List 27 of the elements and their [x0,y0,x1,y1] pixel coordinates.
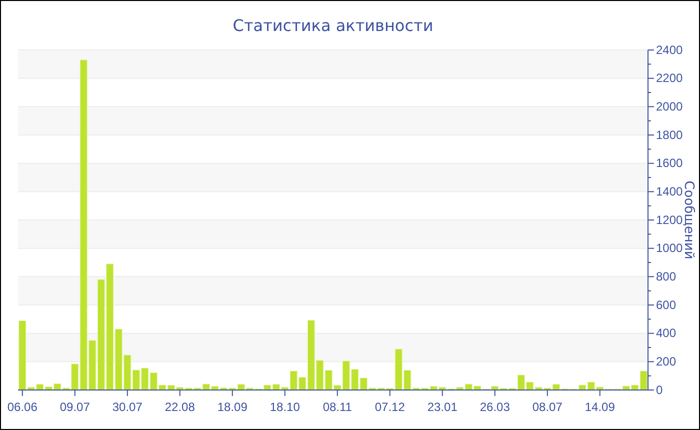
y2-tick-label: 1000 [656,241,684,256]
x-tick-label: 09.07 [60,400,90,414]
chart-title: Статистика активности [232,16,434,35]
y2-tick-label: 1200 [656,212,684,227]
x-tick-label: 22.08 [164,400,196,414]
x-tick-label: 08.11 [322,400,352,414]
x-tick-label: 23.01 [427,400,458,414]
y2-tick-label: 0 [656,382,663,397]
x-tick-label: 08.07 [532,400,563,414]
y2-tick-label: 1800 [656,128,684,142]
y2-axis-title: Сообщений [681,180,696,260]
x-tick-label: 14.09 [584,400,616,414]
x-tick-label: 26.03 [480,400,510,414]
x-tick-label: 07.12 [374,400,406,414]
y2-tick-label: 2200 [656,71,684,86]
y2-tick-label: 200 [656,354,676,369]
y2-tick-label: 600 [656,298,676,312]
x-tick-label: 18.10 [270,400,300,414]
x-tick-label: 18.09 [217,400,248,414]
y2-tick-label: 1400 [656,184,684,199]
y2-tick-label: 2000 [656,100,684,114]
y2-tick-label: 1600 [656,156,684,170]
y2-tick-label: 800 [656,270,676,284]
y2-tick-label: 2400 [656,42,684,57]
x-tick-label: 06.06 [7,400,38,414]
y2-tick-label: 400 [656,326,676,340]
x-tick-label: 30.07 [112,400,143,414]
